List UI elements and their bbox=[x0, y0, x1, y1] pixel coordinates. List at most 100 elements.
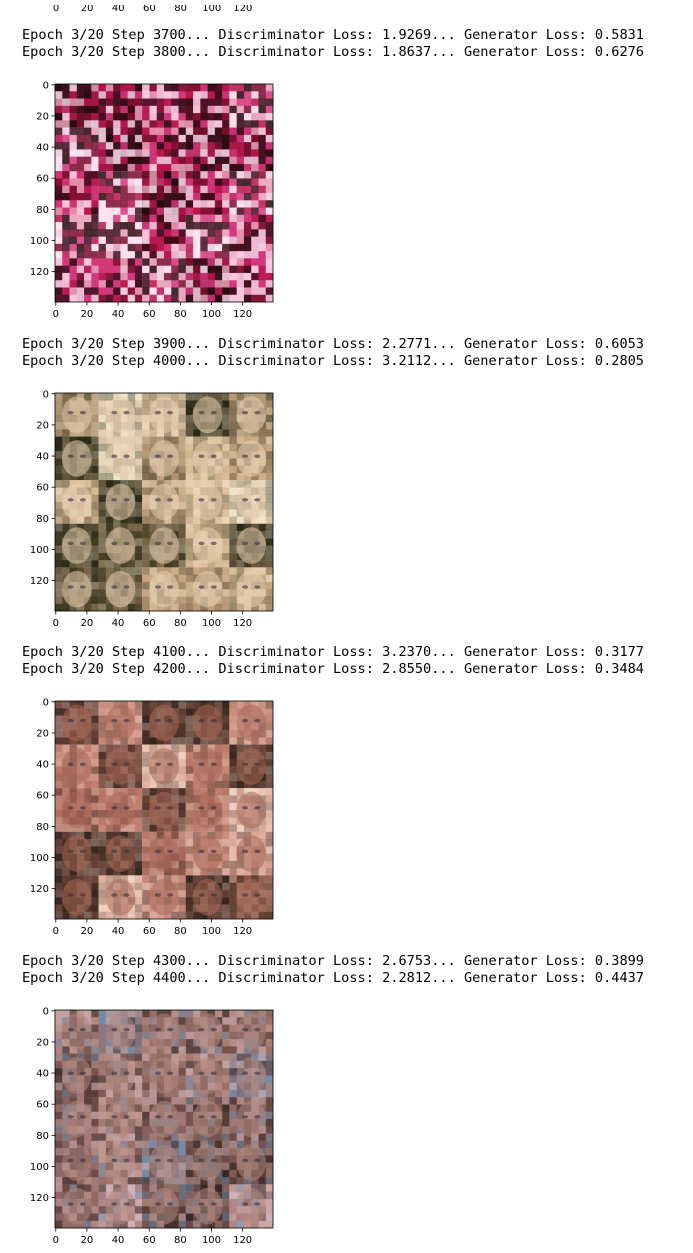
x-tick-label: 120 bbox=[233, 1235, 252, 1246]
sample-image bbox=[229, 875, 274, 920]
sample-image bbox=[142, 567, 187, 612]
sample-image bbox=[98, 436, 143, 481]
face-shape bbox=[149, 748, 179, 785]
eye-shape bbox=[242, 410, 249, 415]
eye-shape bbox=[154, 718, 161, 723]
eye-shape bbox=[210, 585, 217, 589]
training-log: Epoch 3/20 Step 4100... Discriminator Lo… bbox=[22, 644, 644, 678]
sample-image bbox=[229, 436, 274, 481]
eye-shape bbox=[254, 498, 261, 502]
plot-svg: 0 20 40 60 80 100 120 0 20 40 60 80 100 120 bbox=[30, 1006, 274, 1246]
sample-image bbox=[55, 523, 99, 568]
sample-image bbox=[185, 84, 230, 128]
eye-shape bbox=[198, 718, 205, 723]
sample-image bbox=[185, 127, 230, 172]
eye-shape bbox=[111, 806, 118, 810]
sample-image bbox=[142, 84, 187, 128]
x-tick-label: 0 bbox=[53, 618, 59, 629]
sample-image bbox=[98, 831, 143, 876]
y-tick-label: 0 bbox=[43, 389, 49, 400]
eye-shape bbox=[111, 1115, 118, 1119]
sample-image bbox=[55, 393, 99, 437]
sample-image bbox=[229, 523, 274, 568]
eye-shape bbox=[167, 1027, 174, 1032]
eye-shape bbox=[123, 410, 130, 415]
eye-shape bbox=[67, 498, 74, 502]
eye-shape bbox=[111, 1071, 118, 1075]
eye-shape bbox=[123, 454, 130, 458]
sample-image bbox=[98, 1140, 143, 1185]
sample-image bbox=[229, 1097, 274, 1142]
eye-shape bbox=[123, 893, 130, 897]
eye-shape bbox=[242, 762, 249, 766]
x-tick-label: 0 bbox=[53, 926, 59, 937]
x-tick-label: 40 bbox=[112, 618, 125, 629]
face-shape bbox=[61, 483, 92, 521]
sample-image bbox=[229, 1053, 274, 1098]
x-tick-label: 120 bbox=[233, 618, 252, 629]
sample-image bbox=[185, 258, 230, 303]
y-tick-label: 60 bbox=[36, 174, 49, 185]
eye-shape bbox=[111, 585, 118, 589]
face-shape bbox=[192, 440, 223, 477]
eye-shape bbox=[79, 849, 86, 854]
eye-shape bbox=[210, 1071, 217, 1075]
eye-shape bbox=[254, 1158, 261, 1163]
sample-image bbox=[142, 523, 187, 568]
x-tick-label: 80 bbox=[174, 618, 187, 629]
eye-shape bbox=[167, 410, 174, 415]
face-shape bbox=[192, 1144, 223, 1181]
x-tick-label: 0 bbox=[53, 1235, 59, 1246]
sample-image bbox=[142, 788, 187, 833]
face-shape bbox=[236, 1144, 267, 1181]
sample-image bbox=[185, 1010, 230, 1054]
face-shape bbox=[192, 704, 223, 742]
x-tick-label: 20 bbox=[81, 1235, 94, 1246]
eye-shape bbox=[111, 849, 118, 854]
face-shape bbox=[61, 1100, 92, 1138]
sample-image bbox=[185, 744, 230, 789]
sample-image bbox=[55, 1053, 99, 1098]
eye-shape bbox=[254, 1115, 261, 1119]
face-shape bbox=[149, 483, 179, 521]
sample-image bbox=[98, 1053, 143, 1098]
eye-shape bbox=[254, 893, 261, 897]
sample-image bbox=[229, 258, 274, 303]
sample-image bbox=[229, 831, 274, 876]
y-tick-label: 120 bbox=[30, 884, 49, 895]
eye-shape bbox=[198, 1071, 205, 1075]
sample-image bbox=[98, 1184, 143, 1229]
sample-image bbox=[98, 84, 143, 128]
sample-image bbox=[55, 1184, 99, 1229]
sample-image bbox=[98, 701, 143, 745]
sample-image bbox=[229, 84, 274, 128]
face-shape bbox=[61, 1187, 92, 1225]
sample-image bbox=[142, 1140, 187, 1185]
eye-shape bbox=[154, 498, 161, 502]
eye-shape bbox=[67, 585, 74, 589]
top-partial-axis-svg: 0 20 40 60 80 100 120 bbox=[53, 3, 253, 14]
x-tick-label: 20 bbox=[81, 926, 94, 937]
face-shape bbox=[192, 1187, 223, 1225]
sample-image bbox=[98, 744, 143, 789]
eye-shape bbox=[67, 1027, 74, 1032]
face-shape bbox=[149, 396, 179, 434]
eye-shape bbox=[123, 762, 130, 766]
eye-shape bbox=[210, 1027, 217, 1032]
log-line: Epoch 3/20 Step 3900... Discriminator Lo… bbox=[22, 336, 644, 352]
eye-shape bbox=[111, 1158, 118, 1163]
face-shape bbox=[236, 748, 267, 785]
eye-shape bbox=[198, 893, 205, 897]
sample-image bbox=[229, 701, 274, 745]
eye-shape bbox=[198, 410, 205, 415]
sample-image bbox=[185, 1184, 230, 1229]
sample-image bbox=[98, 258, 143, 303]
sample-image bbox=[55, 831, 99, 876]
plot-svg: 0 20 40 60 80 100 120 0 20 40 60 80 100 120 bbox=[30, 80, 274, 320]
sample-image bbox=[98, 1097, 143, 1142]
face-shape bbox=[192, 570, 223, 608]
face-shape bbox=[105, 1100, 136, 1138]
face-shape bbox=[61, 1144, 92, 1181]
eye-shape bbox=[79, 1027, 86, 1032]
face-shape bbox=[61, 396, 92, 434]
